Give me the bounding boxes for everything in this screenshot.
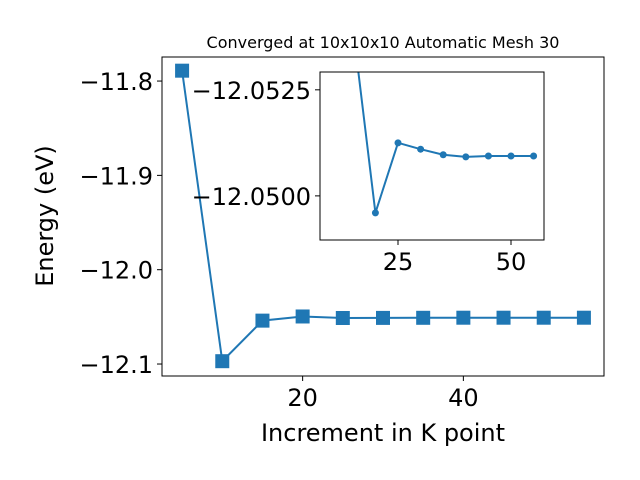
x-tick-label: 50 [496, 248, 527, 276]
data-point [376, 310, 390, 325]
y-axis-label: Energy (eV) [31, 145, 59, 287]
y-tick-label: −12.0500 [192, 183, 311, 211]
data-point [496, 310, 511, 325]
data-point [394, 139, 402, 147]
data-point [484, 152, 492, 160]
data-point [335, 310, 350, 325]
x-tick-label: 20 [287, 384, 318, 412]
chart-title: Converged at 10x10x10 Automatic Mesh 30 [207, 33, 560, 52]
data-point [439, 151, 447, 159]
data-point [576, 310, 591, 325]
data-point [507, 152, 515, 160]
plot-area [349, 23, 538, 217]
x-tick-label: 40 [448, 384, 479, 412]
data-point [530, 152, 538, 160]
data-point [175, 63, 190, 78]
y-tick-label: −12.1 [79, 351, 153, 379]
x-tick-label: 25 [383, 248, 414, 276]
data-point [295, 309, 310, 324]
data-point [536, 310, 551, 325]
x-axis-label: Increment in K point [261, 419, 505, 447]
data-point [371, 209, 379, 217]
y-tick-label: −11.9 [79, 162, 153, 190]
inset-axes: 25 50 −12.0525 −12.0500 [192, 23, 545, 276]
plot-area [175, 63, 591, 369]
data-point [417, 145, 425, 153]
axes-frame [161, 56, 605, 377]
y-tick-label: −12.0 [79, 257, 153, 285]
axes-frame [319, 71, 545, 241]
data-point [416, 310, 431, 325]
data-point [215, 354, 230, 369]
y-tick-label: −12.0525 [192, 77, 311, 105]
data-point [349, 23, 356, 30]
y-tick-label: −11.8 [79, 68, 153, 96]
data-point [462, 153, 470, 161]
data-point [456, 310, 471, 325]
data-point [255, 313, 270, 328]
